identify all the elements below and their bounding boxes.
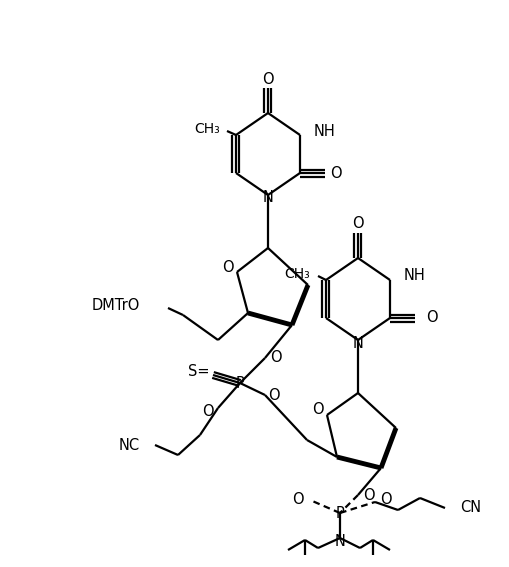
Text: NH: NH [314, 124, 336, 138]
Text: CH₃: CH₃ [284, 267, 310, 281]
Text: O: O [380, 493, 391, 507]
Text: CN: CN [460, 501, 481, 515]
Text: O: O [426, 311, 438, 325]
Text: O: O [330, 166, 342, 180]
Text: DMTrO: DMTrO [92, 298, 140, 312]
Text: NC: NC [119, 438, 140, 452]
Text: S=: S= [188, 365, 210, 379]
Text: N: N [263, 191, 273, 205]
Text: O: O [352, 217, 364, 231]
Text: P: P [236, 375, 244, 391]
Text: N: N [353, 336, 363, 350]
Text: O: O [363, 488, 375, 502]
Text: O: O [312, 403, 324, 417]
Text: CH₃: CH₃ [194, 122, 220, 136]
Text: P: P [335, 506, 345, 521]
Text: O: O [262, 71, 274, 87]
Text: O: O [203, 404, 214, 420]
Text: O: O [292, 493, 304, 507]
Text: N: N [334, 534, 346, 548]
Text: NH: NH [404, 269, 426, 284]
Text: O: O [268, 387, 279, 403]
Text: O: O [270, 350, 281, 366]
Text: O: O [222, 260, 234, 274]
